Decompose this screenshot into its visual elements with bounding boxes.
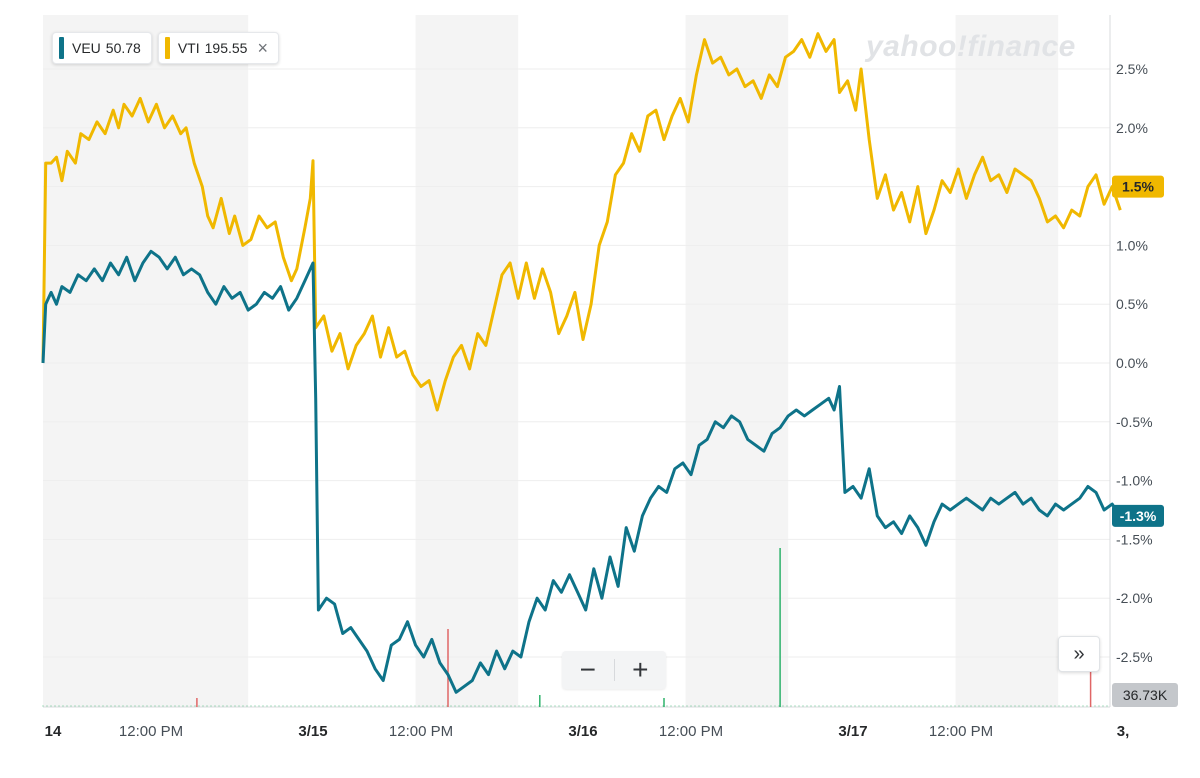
close-icon[interactable]: × bbox=[257, 38, 268, 58]
legend-chip-veu[interactable]: VEU 50.78 bbox=[52, 32, 152, 64]
y-tick-label: 0.5% bbox=[1116, 296, 1148, 312]
y-tick-label: -0.5% bbox=[1116, 414, 1153, 430]
y-tick-label: 2.5% bbox=[1116, 61, 1148, 77]
legend: VEU 50.78 VTI 195.55 × bbox=[52, 32, 279, 64]
veu-color-swatch bbox=[59, 37, 64, 59]
legend-ticker-veu: VEU bbox=[72, 40, 101, 56]
vti-color-swatch bbox=[164, 37, 170, 59]
x-tick-label: 3/15 bbox=[298, 723, 327, 740]
volume-badge-bg bbox=[1112, 683, 1178, 707]
x-tick-label: 12:00 PM bbox=[929, 723, 993, 740]
y-tick-label: -1.0% bbox=[1116, 473, 1153, 489]
y-tick-label: 2.0% bbox=[1116, 120, 1148, 136]
x-tick-label: 12:00 PM bbox=[389, 723, 453, 740]
session-shade-band bbox=[955, 15, 1059, 707]
x-tick-label: 14 bbox=[45, 723, 62, 740]
y-tick-label: -2.5% bbox=[1116, 649, 1153, 665]
y-tick-label: 0.0% bbox=[1116, 355, 1148, 371]
x-tick-label: 12:00 PM bbox=[119, 723, 183, 740]
legend-price-veu: 50.78 bbox=[105, 40, 141, 56]
series-line-veu bbox=[41, 249, 1122, 694]
legend-price-vti: 195.55 bbox=[204, 40, 248, 56]
scroll-right-button[interactable]: » bbox=[1058, 636, 1100, 672]
x-tick-label: 3/17 bbox=[838, 723, 867, 740]
current-value-badge-veu: -1.3% bbox=[1120, 508, 1157, 524]
x-tick-label: 3, bbox=[1117, 723, 1130, 740]
legend-chip-vti[interactable]: VTI 195.55 × bbox=[157, 32, 279, 64]
yahoo-finance-watermark: yahoo!finance bbox=[866, 30, 1076, 63]
session-shade-band bbox=[685, 15, 789, 707]
current-value-badge-bg bbox=[1112, 504, 1164, 527]
x-tick-label: 3/16 bbox=[568, 723, 597, 740]
current-value-badge-bg bbox=[1112, 175, 1164, 198]
volume-badge: 36.73K bbox=[1123, 687, 1168, 703]
series-line-vti bbox=[41, 32, 1122, 412]
zoom-out-button[interactable]: − bbox=[579, 654, 596, 685]
y-tick-label: -2.0% bbox=[1116, 590, 1153, 606]
session-shade-band bbox=[145, 15, 249, 707]
x-tick-label: 12:00 PM bbox=[659, 723, 723, 740]
zoom-in-button[interactable]: + bbox=[632, 654, 649, 685]
y-tick-label: -1.5% bbox=[1116, 531, 1153, 547]
y-tick-label: 1.0% bbox=[1116, 237, 1148, 253]
zoom-divider bbox=[613, 659, 615, 681]
current-value-badge-vti: 1.5% bbox=[1122, 179, 1154, 195]
legend-ticker-vti: VTI bbox=[177, 40, 200, 56]
zoom-controls: − + bbox=[562, 651, 666, 689]
session-shade-band bbox=[43, 15, 146, 707]
